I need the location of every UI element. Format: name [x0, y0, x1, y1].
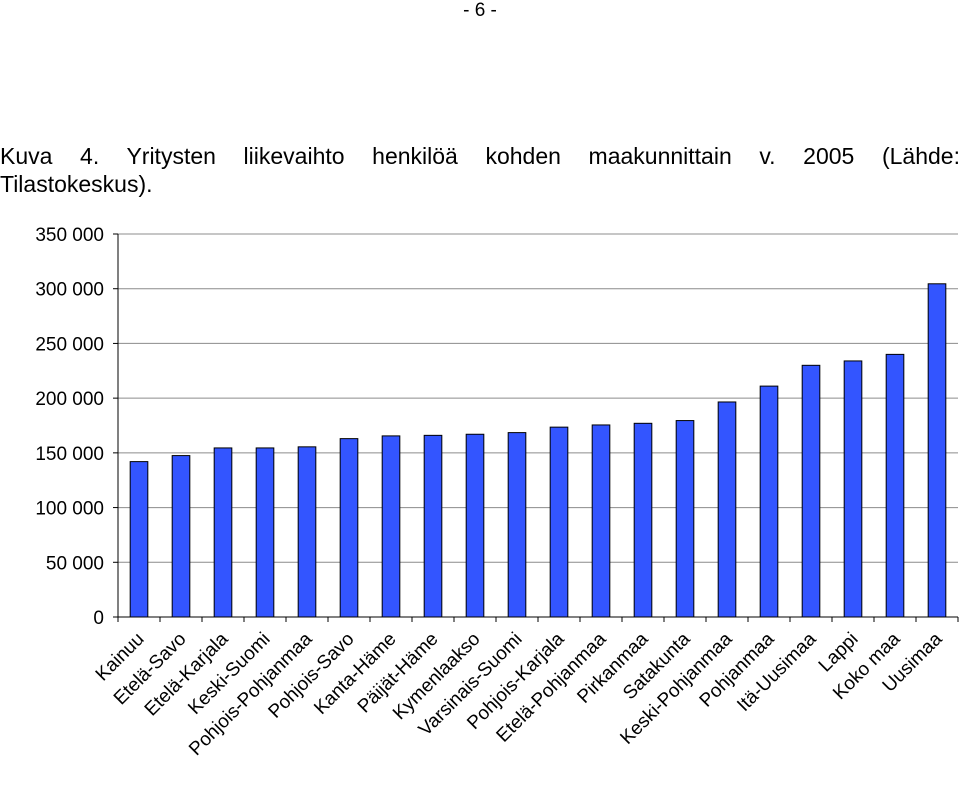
bar	[507, 432, 527, 618]
axes	[117, 234, 959, 622]
bar	[675, 420, 695, 618]
bar	[843, 360, 863, 618]
caption-line-2: Tilastokeskus).	[0, 171, 153, 197]
bar	[297, 446, 317, 618]
bar	[885, 353, 905, 618]
bar	[171, 455, 191, 618]
bar	[465, 433, 485, 618]
y-tick-label: 0	[93, 608, 104, 629]
bar	[129, 461, 149, 618]
bar	[633, 422, 653, 618]
figure-caption: Kuva 4. Yritysten liikevaihto henkilöä k…	[0, 142, 960, 198]
bar	[591, 424, 611, 618]
bar	[927, 283, 947, 618]
y-tick-label: 350 000	[35, 225, 104, 246]
bar	[381, 435, 401, 618]
bar	[549, 426, 569, 618]
y-tick-label: 200 000	[35, 389, 104, 410]
bar	[717, 401, 737, 618]
y-tick-label: 300 000	[35, 280, 104, 301]
y-tick-label: 100 000	[35, 499, 104, 520]
x-axis-category-labels: KainuuEtelä-SavoEtelä-KarjalaKeski-Suomi…	[92, 628, 947, 760]
y-tick-label: 150 000	[35, 444, 104, 465]
y-tick-label: 50 000	[46, 553, 104, 574]
bar	[255, 447, 275, 618]
bar	[423, 434, 443, 618]
y-axis-tick-labels: 0 50 000 100 000 150 000 200 000 250 000 300 0…	[35, 225, 104, 629]
bar	[759, 385, 779, 618]
page-number: - 6 -	[463, 0, 497, 21]
bar	[801, 364, 821, 618]
caption-line-1: Kuva 4. Yritysten liikevaihto henkilöä k…	[0, 143, 960, 169]
bar	[339, 438, 359, 618]
y-tick-label: 250 000	[35, 334, 104, 355]
bar	[213, 447, 233, 618]
gridlines	[113, 233, 958, 618]
bars	[129, 283, 947, 618]
